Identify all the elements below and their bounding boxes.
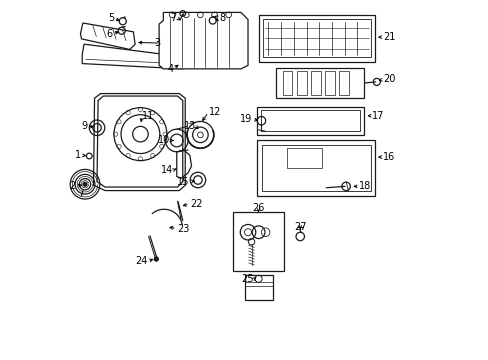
Text: 25: 25 [240, 274, 253, 284]
Text: 13: 13 [183, 121, 195, 131]
Text: 24: 24 [135, 256, 147, 266]
Text: 11: 11 [142, 111, 154, 121]
Polygon shape [244, 275, 272, 300]
Text: 5: 5 [107, 13, 114, 23]
Text: 19: 19 [240, 114, 252, 124]
Text: 4: 4 [167, 64, 173, 74]
Text: 7: 7 [170, 13, 176, 23]
Polygon shape [97, 96, 183, 187]
Text: 21: 21 [382, 32, 394, 42]
Text: 18: 18 [358, 181, 371, 192]
Text: 23: 23 [176, 224, 189, 234]
Text: 22: 22 [189, 199, 202, 209]
Text: 9: 9 [81, 121, 87, 131]
Text: 20: 20 [382, 75, 394, 85]
Text: 16: 16 [382, 152, 394, 162]
Text: 1: 1 [75, 150, 81, 160]
Text: 26: 26 [252, 203, 264, 212]
Text: 14: 14 [161, 165, 173, 175]
Text: 8: 8 [219, 13, 225, 23]
Text: 10: 10 [157, 135, 169, 145]
Text: 15: 15 [177, 177, 189, 187]
Circle shape [154, 257, 158, 261]
Text: 2: 2 [69, 181, 76, 192]
Text: 12: 12 [208, 107, 221, 117]
Polygon shape [159, 12, 247, 69]
Circle shape [83, 182, 87, 186]
Text: 17: 17 [371, 111, 384, 121]
Text: 27: 27 [293, 221, 306, 231]
Text: 3: 3 [154, 38, 160, 48]
Text: 6: 6 [106, 28, 112, 39]
